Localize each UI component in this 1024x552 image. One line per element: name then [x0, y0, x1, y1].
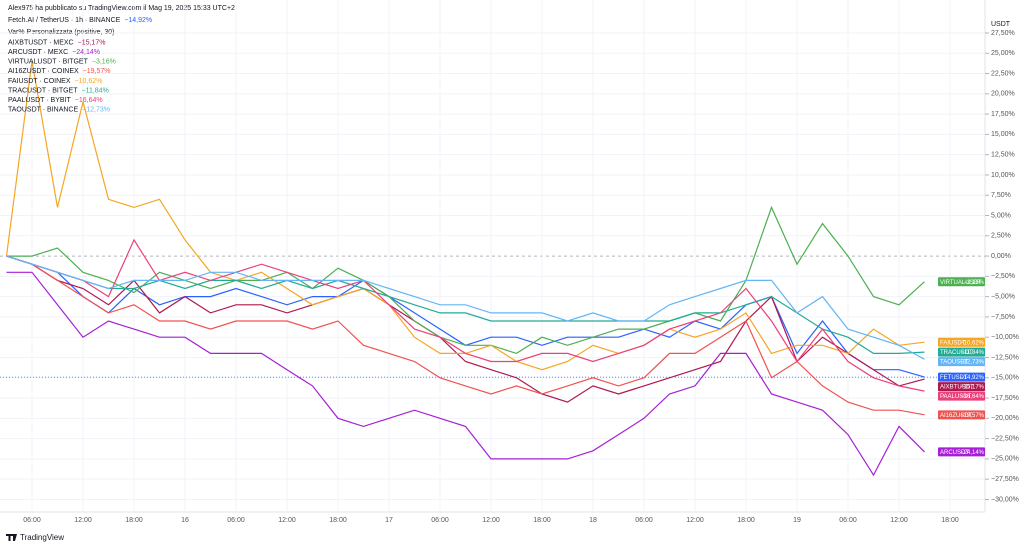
- legend-value: −14,92%: [124, 17, 152, 24]
- y-tick-label: 12,50%: [991, 152, 1015, 159]
- series-tag: [938, 410, 985, 420]
- y-tick-label: −25,00%: [991, 456, 1019, 463]
- series-tag-value: −10,62%: [960, 340, 985, 346]
- x-tick-label: 06:00: [635, 517, 653, 524]
- y-tick-label: 27,50%: [991, 30, 1015, 37]
- y-tick-label: 22,50%: [991, 70, 1015, 77]
- x-tick-label: 18:00: [125, 517, 143, 524]
- legend-entry: ARCUSDT · MEXC: [8, 49, 68, 56]
- indicator-name: Var% Personalizzata (positive, 30): [8, 29, 114, 36]
- legend-value: −11,84%: [81, 87, 108, 94]
- legend-value: −16,64%: [75, 97, 103, 104]
- x-tick-label: 12:00: [890, 517, 908, 524]
- y-tick-label: 15,00%: [991, 131, 1015, 138]
- y-tick-label: −7,50%: [991, 314, 1015, 321]
- legend-entry: Fetch.AI / TetherUS · 1h · BINANCE: [8, 17, 121, 24]
- legend-entry: TRACUSDT · BITGET: [8, 87, 78, 94]
- legend-value: −12,73%: [82, 107, 110, 114]
- y-tick-label: 10,00%: [991, 172, 1015, 179]
- series-tag-value: −11,84%: [961, 350, 985, 356]
- currency: USDT: [991, 21, 1011, 28]
- series-line: [6, 255, 925, 416]
- series-tag-name: FETUSDT: [940, 375, 968, 381]
- legend-entry: TAOUSDT · BINANCE: [8, 107, 78, 114]
- series-tag-name: VIRTUALUSDT: [940, 280, 982, 286]
- x-tick-label: 06:00: [227, 517, 245, 524]
- x-tick-label: 17: [385, 517, 393, 524]
- legend-entry: AI16ZUSDT · COINEX: [8, 68, 79, 75]
- series-tag: [938, 277, 985, 287]
- series-tag: [938, 347, 985, 357]
- legend-entry: AIXBTUSDT · MEXC: [8, 39, 74, 46]
- x-tick-label: 06:00: [839, 517, 857, 524]
- series-tag-name: FAIUSDT: [940, 340, 966, 346]
- series-tag: [938, 391, 985, 401]
- author-line: Alex975 ha pubblicato su TradingView.com…: [8, 5, 235, 12]
- legend-value: −3,16%: [92, 59, 116, 66]
- legend-value: −10,62%: [75, 78, 103, 85]
- series-tag-value: −15,17%: [960, 385, 985, 391]
- legend-entry: VIRTUALUSDT · BITGET: [8, 59, 89, 66]
- series-tag: [938, 382, 985, 392]
- legend-value: −19,57%: [83, 68, 111, 75]
- series-tag: [938, 357, 985, 367]
- x-tick-label: 18:00: [533, 517, 551, 524]
- y-tick-label: 25,00%: [991, 50, 1015, 57]
- series-tag-value: −3,16%: [963, 280, 984, 286]
- x-tick-label: 16: [181, 517, 189, 524]
- y-tick-label: 17,50%: [991, 111, 1015, 118]
- series-tag: [938, 447, 985, 457]
- y-tick-label: −15,00%: [991, 375, 1019, 382]
- series-tag-value: −19,57%: [960, 413, 985, 419]
- series-line: [6, 271, 925, 477]
- brand: TradingView: [20, 533, 64, 542]
- x-tick-label: 12:00: [482, 517, 500, 524]
- y-tick-label: −2,50%: [991, 273, 1015, 280]
- series-tag: [938, 372, 985, 382]
- y-tick-label: −27,50%: [991, 476, 1019, 483]
- x-tick-label: 12:00: [278, 517, 296, 524]
- y-tick-label: −12,50%: [991, 354, 1019, 361]
- x-tick-label: 06:00: [431, 517, 449, 524]
- brand-logo: [6, 534, 17, 541]
- y-tick-label: −22,50%: [991, 435, 1019, 442]
- x-tick-label: 06:00: [23, 517, 41, 524]
- y-tick-label: 7,50%: [991, 192, 1011, 199]
- y-tick-label: −17,50%: [991, 395, 1019, 402]
- series-tag-value: −16,64%: [960, 394, 985, 400]
- series-tag-name: TRACUSDT: [940, 350, 973, 356]
- legend-value: −15,17%: [78, 39, 106, 46]
- series-tag-value: −12,73%: [960, 360, 985, 366]
- series-tag-name: AIXBTUSDT: [940, 385, 974, 391]
- y-tick-label: 20,00%: [991, 91, 1015, 98]
- x-tick-label: 12:00: [686, 517, 704, 524]
- series-tag-name: TAOUSDT: [940, 360, 969, 366]
- y-tick-label: −10,00%: [991, 334, 1019, 341]
- y-tick-label: 5,00%: [991, 212, 1011, 219]
- x-tick-label: 12:00: [74, 517, 92, 524]
- x-tick-label: 18:00: [941, 517, 959, 524]
- y-tick-label: −20,00%: [991, 415, 1019, 422]
- series-tag-name: AI16ZUSDT: [940, 413, 973, 419]
- x-tick-label: 18: [589, 517, 597, 524]
- series-tag-name: PAALUSDT: [940, 394, 972, 400]
- series-tag: [938, 337, 985, 347]
- y-tick-label: −30,00%: [991, 496, 1019, 503]
- x-tick-label: 18:00: [329, 517, 347, 524]
- legend-entry: PAALUSDT · BYBIT: [8, 97, 71, 104]
- y-tick-label: −5,00%: [991, 293, 1015, 300]
- series-line: [6, 255, 925, 360]
- x-tick-label: 19: [793, 517, 801, 524]
- y-tick-label: 2,50%: [991, 233, 1011, 240]
- series-tag-name: ARCUSDT: [940, 450, 969, 456]
- x-tick-label: 18:00: [737, 517, 755, 524]
- series-tag-value: −24,14%: [960, 450, 985, 456]
- y-tick-label: 0,00%: [991, 253, 1011, 260]
- legend-entry: FAIUSDT · COINEX: [8, 78, 71, 85]
- legend-value: −24,14%: [72, 49, 100, 56]
- series-line: [6, 205, 925, 355]
- series-tag-value: −14,92%: [960, 375, 985, 381]
